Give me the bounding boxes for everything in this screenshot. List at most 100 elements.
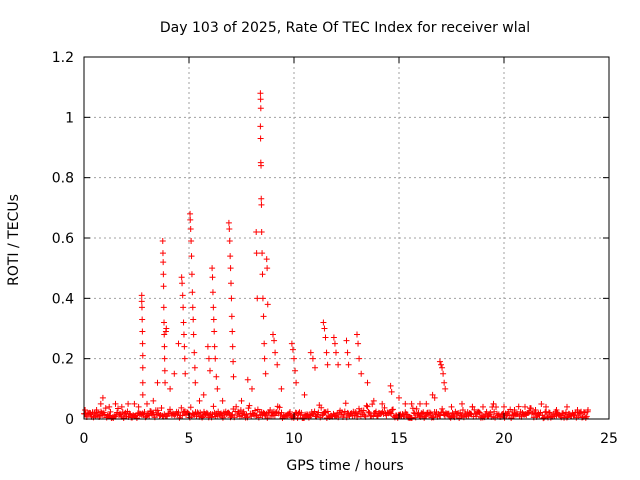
data-point xyxy=(211,328,218,335)
data-point xyxy=(322,334,329,341)
noise-point xyxy=(540,415,547,422)
data-point xyxy=(309,355,316,362)
data-point xyxy=(270,331,276,338)
data-point xyxy=(226,225,233,232)
data-point xyxy=(249,385,255,392)
data-point xyxy=(178,274,185,281)
noise-point xyxy=(278,409,285,416)
data-point xyxy=(225,219,232,226)
data-point xyxy=(264,265,271,272)
data-point xyxy=(522,403,528,410)
data-point xyxy=(469,403,476,410)
data-point xyxy=(205,355,212,362)
noise-point xyxy=(271,412,278,419)
data-point xyxy=(358,370,365,377)
noise-point xyxy=(127,411,134,418)
data-point xyxy=(138,304,145,311)
data-point xyxy=(553,406,560,413)
data-point xyxy=(180,304,187,311)
data-point xyxy=(387,382,394,389)
noise-point xyxy=(243,411,250,418)
noise-point xyxy=(166,406,173,413)
data-point xyxy=(429,391,436,398)
data-point xyxy=(293,379,300,386)
data-point xyxy=(490,400,497,407)
data-point xyxy=(238,397,245,404)
y-tick-label: 0.8 xyxy=(52,171,74,187)
noise-point xyxy=(225,409,232,416)
data-point xyxy=(323,349,330,356)
data-point xyxy=(154,379,161,386)
noise-point xyxy=(473,413,480,420)
data-point xyxy=(258,162,265,169)
x-tick-label: 15 xyxy=(390,431,408,447)
noise-point xyxy=(98,408,105,415)
noise-point xyxy=(390,406,397,413)
data-point xyxy=(408,400,415,407)
data-point xyxy=(480,403,486,410)
data-point xyxy=(274,361,281,368)
data-point xyxy=(150,397,157,404)
data-point xyxy=(211,343,218,350)
data-point xyxy=(161,355,168,362)
noise-point xyxy=(427,410,434,417)
data-point xyxy=(335,361,342,368)
data-point xyxy=(192,379,199,386)
data-point xyxy=(189,304,196,311)
data-point xyxy=(209,289,216,296)
y-tick-label: 0.6 xyxy=(52,231,74,247)
y-tick-label: 1 xyxy=(65,110,74,126)
noise-point xyxy=(342,400,349,407)
data-point xyxy=(138,292,145,299)
noise-point xyxy=(582,414,589,421)
noise-point xyxy=(272,409,279,416)
noise-point xyxy=(126,410,133,417)
data-point xyxy=(260,313,267,320)
data-point xyxy=(271,337,278,344)
noise-point xyxy=(115,405,122,412)
data-point xyxy=(190,331,197,338)
data-point xyxy=(213,373,220,380)
data-point xyxy=(228,313,235,320)
data-point xyxy=(585,406,591,413)
noise-point xyxy=(457,409,464,416)
noise-point xyxy=(364,403,371,410)
noise-point xyxy=(487,409,494,416)
data-point xyxy=(167,385,174,392)
data-point xyxy=(159,238,166,245)
data-points xyxy=(82,90,591,416)
data-point xyxy=(258,228,265,235)
data-point xyxy=(135,403,142,410)
noise-point xyxy=(133,415,140,422)
data-point xyxy=(333,349,339,356)
data-point xyxy=(144,400,150,407)
noise-point xyxy=(178,404,185,411)
noise-point xyxy=(409,405,416,412)
data-point xyxy=(257,135,264,142)
data-point xyxy=(209,274,216,281)
data-point xyxy=(87,409,94,416)
data-point xyxy=(179,280,186,287)
noise-point xyxy=(387,410,394,417)
data-point xyxy=(272,349,279,356)
data-point xyxy=(180,319,187,326)
noise-point xyxy=(389,406,396,413)
y-tick-label: 0.2 xyxy=(52,352,74,368)
data-point xyxy=(180,331,187,338)
data-point xyxy=(139,316,146,323)
noise-point xyxy=(374,413,381,420)
noise-point xyxy=(141,409,148,416)
data-point xyxy=(257,90,264,97)
data-point xyxy=(230,373,237,380)
data-point xyxy=(196,397,203,404)
data-point xyxy=(261,355,268,362)
data-point xyxy=(501,403,507,410)
noise-point xyxy=(324,408,331,415)
noise-point xyxy=(527,405,534,412)
noise-point xyxy=(373,408,380,415)
data-point xyxy=(262,370,269,377)
noise-point xyxy=(388,410,395,417)
data-point xyxy=(564,403,570,410)
x-tick-label: 10 xyxy=(285,431,303,447)
data-point xyxy=(343,337,350,344)
